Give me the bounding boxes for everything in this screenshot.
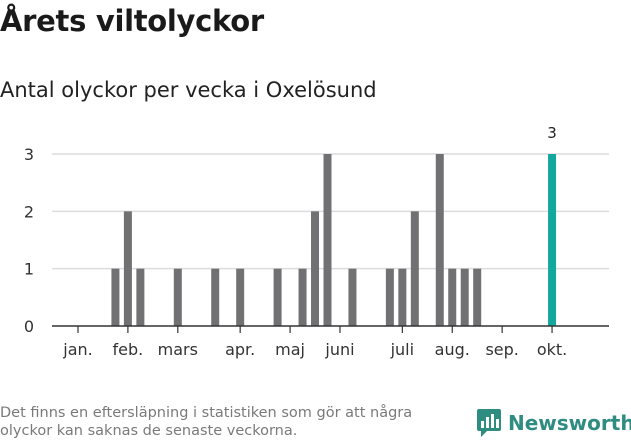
bar (173, 268, 182, 326)
highlight-value-label: 3 (547, 124, 557, 142)
bar (211, 268, 220, 326)
annotations: 3 (547, 124, 557, 142)
chart-subtitle: Antal olyckor per vecka i Oxelösund (0, 78, 377, 102)
x-axis (52, 325, 609, 333)
bar (410, 211, 419, 326)
x-tick-label: juli (390, 340, 414, 359)
y-tick-label: 1 (24, 260, 34, 279)
x-tick-label: feb. (113, 340, 144, 359)
y-tick-label: 3 (24, 145, 34, 164)
bar (473, 268, 482, 326)
bar (273, 268, 282, 326)
x-tick-label: jan. (62, 340, 92, 359)
bar (111, 268, 120, 326)
brand-name: Newsworthy (508, 411, 631, 435)
bar (348, 268, 357, 326)
bar (123, 211, 132, 326)
x-tick-label: mars (158, 340, 198, 359)
bar-highlight (548, 154, 557, 326)
x-tick-label: maj (275, 340, 305, 359)
bar (311, 211, 320, 326)
y-tick-labels: 0 1 2 3 (24, 145, 34, 336)
y-tick-label: 0 (24, 317, 34, 336)
newsworthy-chart-logo-icon (477, 409, 501, 437)
bar (136, 268, 145, 326)
bar (385, 268, 394, 326)
bar (398, 268, 407, 326)
x-tick-labels: jan. feb. mars apr. maj juni juli aug. sep. okt. (62, 340, 567, 359)
bar (236, 268, 245, 326)
bar (448, 268, 457, 326)
x-tick-label: okt. (537, 340, 567, 359)
bar (435, 154, 444, 326)
bar (460, 268, 469, 326)
bars (111, 154, 557, 326)
x-tick-label: juni (324, 340, 354, 359)
y-tick-label: 2 (24, 202, 34, 221)
x-tick-label: aug. (435, 340, 470, 359)
bar (323, 154, 332, 326)
bar-chart: 0 1 2 3 jan. feb. mars apr. maj juni juli aug. sep.… (24, 124, 609, 359)
x-tick-label: apr. (225, 340, 255, 359)
chart-title: Årets viltolyckor (0, 4, 264, 38)
brand-logo: Newsworthy (476, 406, 631, 440)
bar (298, 268, 307, 326)
footnote: Det finns en eftersläpning i statistiken… (0, 405, 413, 439)
x-tick-label: sep. (485, 340, 518, 359)
